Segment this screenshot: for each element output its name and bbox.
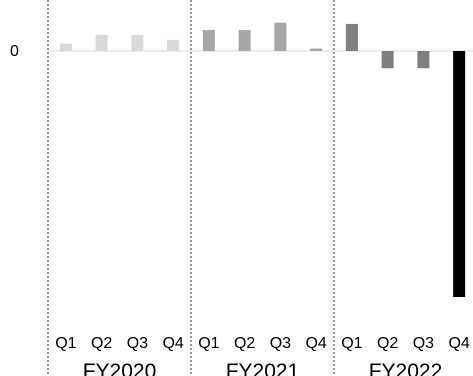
x-tick-label: Q2	[377, 335, 398, 352]
y-tick-label: 0	[10, 43, 19, 60]
bar	[417, 51, 430, 69]
group-label: FY2020	[83, 360, 157, 376]
bar	[274, 22, 287, 51]
x-tick-label: Q2	[234, 335, 255, 352]
x-tick-label: Q4	[162, 335, 183, 352]
group-label: FY2022	[369, 360, 443, 376]
x-tick-label: Q3	[270, 335, 291, 352]
x-tick-label: Q1	[341, 335, 362, 352]
bar	[453, 51, 466, 297]
bar	[345, 23, 358, 51]
y-axis-ticks: 0	[10, 43, 19, 60]
bar	[202, 30, 215, 51]
x-axis-group-labels: FY2020 FY2021 FY2022	[83, 360, 443, 376]
group-label: FY2021	[226, 360, 300, 376]
bar	[310, 48, 323, 51]
x-tick-label: Q4	[305, 335, 326, 352]
x-tick-label: Q1	[55, 335, 76, 352]
group-separators	[47, 0, 335, 376]
bar	[381, 51, 394, 69]
bar	[59, 43, 72, 51]
x-tick-label: Q1	[198, 335, 219, 352]
bar	[238, 30, 251, 51]
bar	[131, 35, 144, 51]
bars	[59, 22, 466, 297]
x-axis-tick-labels: Q1 Q2 Q3 Q4 Q1 Q2 Q3 Q4 Q1 Q2 Q3 Q4	[55, 335, 470, 352]
bar	[167, 39, 180, 51]
x-tick-label: Q4	[448, 335, 469, 352]
x-tick-label: Q2	[91, 335, 112, 352]
x-tick-label: Q3	[127, 335, 148, 352]
bar	[95, 35, 108, 51]
x-tick-label: Q3	[413, 335, 434, 352]
